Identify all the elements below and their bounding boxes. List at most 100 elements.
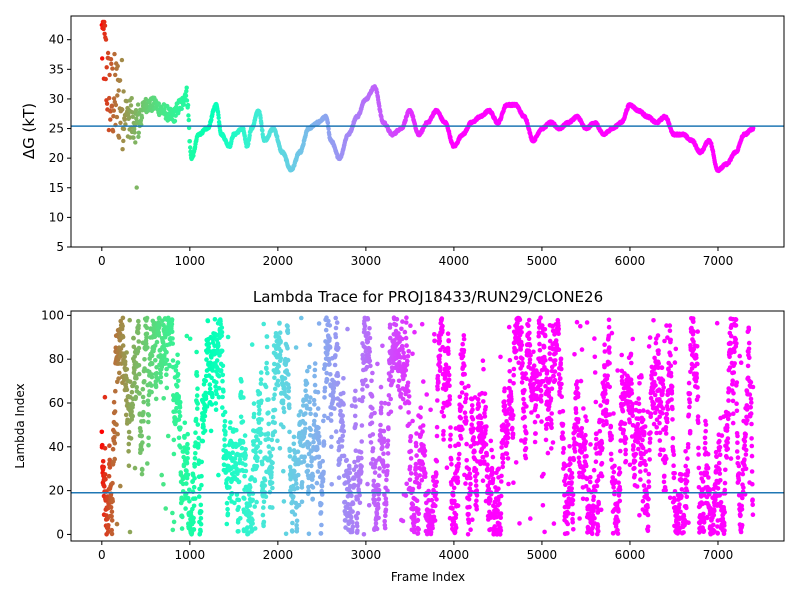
lambda-point [140,386,146,392]
lambda-point [277,320,282,326]
lambda-point [570,492,576,498]
lambda-point [145,461,150,466]
lambda-point [480,358,486,364]
lambda-point [563,482,568,488]
lambda-point [351,467,357,473]
lambda-point [233,462,239,468]
lambda-point [120,334,126,340]
lambda-point [490,470,495,475]
lambda-point [463,396,469,401]
lambda-point [509,408,515,414]
lambda-point [517,521,522,526]
lambda-point [560,421,566,427]
lambda-point [404,481,410,487]
lambda-points [99,315,756,537]
lambda-point [193,430,198,436]
lambda-point [386,393,392,398]
lambda-point [177,409,182,415]
lambda-point [278,348,284,354]
lambda-point [143,341,149,346]
lambda-point [353,448,359,454]
lambda-point [327,361,332,367]
lambda-point [224,500,230,506]
lambda-point [446,372,452,378]
lambda-point [456,461,462,467]
lambda-point [114,521,120,527]
lambda-point [462,385,468,391]
lambda-point [447,401,452,407]
lambda-point [541,379,546,384]
lambda-point [296,457,301,463]
lambda-point [576,417,581,422]
lambda-point [527,357,533,363]
lambda-point [218,368,224,373]
lambda-point [537,347,543,353]
lambda-point [283,531,289,537]
lambda-point [365,481,370,487]
lambda-point [328,418,334,423]
lambda-point [256,404,262,409]
lambda-point [417,473,423,478]
lambda-point [236,504,241,510]
lambda-point [207,382,213,387]
lambda-point [141,409,146,415]
lambda-point [333,429,339,434]
lambda-point [308,427,314,433]
lambda-point [523,455,529,461]
lambda-point [254,464,260,469]
delta-g-point [184,88,189,94]
lambda-point [293,345,299,350]
lambda-point [299,499,305,505]
lambda-point [198,521,204,527]
lambda-point [270,505,275,510]
lambda-point [252,526,258,531]
lambda-point [239,379,244,384]
lambda-point [243,462,248,468]
lambda-point [516,360,521,366]
lambda-point [430,509,436,514]
lambda-point [527,360,532,366]
lambda-point [208,428,214,434]
lambda-point [102,472,108,477]
lambda-point [277,446,283,451]
lambda-point [132,380,137,386]
lambda-point [195,401,200,406]
lambda-point [399,326,404,332]
lambda-point [413,443,419,449]
lambda-point [422,448,428,454]
lambda-point [298,409,303,414]
lambda-point [282,390,287,396]
lambda-point [441,437,446,442]
lambda-point [497,501,502,507]
lambda-point [470,517,475,522]
lambda-point [225,506,230,512]
lambda-point [370,370,375,376]
lambda-point [497,532,503,537]
delta-g-point [128,103,134,108]
lambda-point [473,467,479,473]
lambda-point [378,384,384,390]
lambda-point [178,399,183,405]
lambda-point [263,494,269,500]
lambda-point [112,434,117,440]
lambda-point [580,496,586,502]
delta-g-point [209,117,214,123]
lambda-point [124,387,130,393]
lambda-point [376,487,382,493]
lambda-point [170,341,175,346]
lambda-point [392,338,397,343]
lambda-point [455,478,461,484]
lambda-point [563,473,569,478]
lambda-point [359,423,365,428]
lambda-point [423,470,428,476]
lambda-point [140,467,145,473]
lambda-point [466,383,471,389]
lambda-point [236,529,241,534]
lambda-point [499,427,505,433]
lambda-point [418,414,423,420]
lambda-point [523,446,529,451]
lambda-point [299,315,304,321]
lambda-point [455,503,461,509]
lambda-point [355,496,361,502]
lambda-point [258,426,263,432]
